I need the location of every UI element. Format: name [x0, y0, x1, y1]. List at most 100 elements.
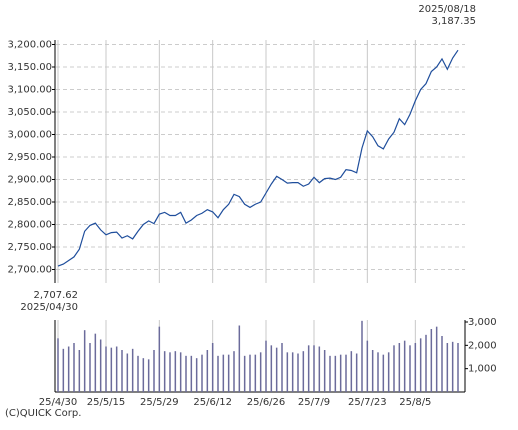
volume-bar — [377, 352, 379, 392]
volume-tick-label: 1,000 — [468, 364, 497, 375]
volume-bar — [233, 351, 235, 392]
volume-bar — [142, 358, 145, 392]
y-tick-label: 3,100.00 — [7, 85, 52, 96]
volume-bar — [398, 343, 401, 392]
volume-bar — [259, 352, 262, 392]
y-tick-label: 3,200.00 — [7, 40, 52, 51]
volume-bar — [126, 353, 129, 392]
volume-bar — [217, 355, 219, 392]
y-tick-label: 2,900.00 — [7, 175, 52, 186]
volume-bar — [318, 346, 321, 392]
volume-bar — [115, 346, 118, 392]
volume-bar — [275, 347, 278, 392]
y-tick-label: 2,750.00 — [7, 242, 52, 253]
volume-bar — [83, 330, 86, 392]
volume-bar — [419, 338, 422, 392]
volume-bar — [435, 326, 438, 392]
start-date: 2025/04/30 — [20, 302, 78, 313]
volume-bar — [57, 338, 59, 392]
volume-bar — [131, 348, 134, 392]
volume-bar — [62, 348, 65, 392]
volume-bar — [425, 334, 427, 392]
volume-bar — [446, 343, 449, 392]
x-tick-label: 25/6/12 — [193, 397, 232, 408]
volume-bar — [403, 340, 406, 392]
x-tick-label: 25/8/5 — [399, 397, 431, 408]
volume-tick-label: 2,000 — [468, 340, 497, 351]
volume-bar — [329, 355, 331, 392]
y-tick-label: 2,850.00 — [7, 197, 52, 208]
volume-bar — [430, 329, 433, 392]
volume-tick-label: 3,000 — [468, 317, 497, 328]
volume-bar — [99, 339, 102, 392]
x-tick-label: 25/5/15 — [87, 397, 126, 408]
volume-bar — [78, 350, 81, 392]
y-tick-label: 3,050.00 — [7, 107, 52, 118]
volume-bar — [163, 351, 166, 392]
volume-bar — [270, 345, 273, 392]
volume-bar — [350, 351, 353, 392]
y-tick-label: 3,000.00 — [7, 130, 52, 141]
volume-bar — [195, 358, 198, 392]
end-date: 2025/08/18 — [418, 4, 476, 15]
volume-bar — [366, 340, 369, 392]
x-tick-label: 25/5/29 — [140, 397, 179, 408]
volume-bar — [302, 351, 305, 392]
y-tick-label: 2,700.00 — [7, 265, 52, 276]
y-tick-label: 2,950.00 — [7, 152, 52, 163]
volume-bar — [227, 354, 230, 392]
volume-bar — [297, 353, 299, 392]
volume-bar — [291, 352, 294, 392]
volume-bar — [313, 345, 315, 392]
volume-bar — [222, 354, 225, 392]
volume-bar — [307, 345, 310, 392]
volume-bar — [185, 355, 187, 392]
volume-bar — [254, 354, 257, 392]
volume-bar — [265, 340, 267, 392]
volume-bar — [121, 350, 123, 392]
volume-bar — [158, 326, 161, 392]
volume-bar — [110, 347, 113, 392]
volume-bar — [153, 350, 155, 392]
volume-bar — [89, 343, 91, 392]
volume-bar — [73, 343, 75, 392]
volume-bar — [206, 350, 209, 392]
x-tick-label: 25/4/30 — [39, 397, 78, 408]
volume-bar — [281, 343, 283, 392]
x-tick-label: 25/6/26 — [247, 397, 286, 408]
volume-bar — [179, 352, 182, 392]
volume-bar — [137, 355, 139, 392]
x-tick-label: 25/7/9 — [298, 397, 330, 408]
volume-bar — [211, 343, 214, 392]
value-label: 3,187.35 — [431, 16, 476, 27]
volume-bar — [382, 354, 385, 392]
y-tick-label: 2,800.00 — [7, 220, 52, 231]
volume-bar — [334, 355, 337, 392]
volume-bar — [393, 345, 395, 392]
volume-bar — [238, 325, 241, 392]
volume-bar — [414, 343, 417, 392]
volume-bar — [190, 355, 193, 392]
volume-bar — [361, 320, 363, 392]
volume-bar — [451, 341, 454, 392]
volume-bar — [441, 336, 443, 392]
copyright: (C)QUICK Corp. — [5, 408, 81, 419]
volume-bar — [387, 352, 390, 392]
volume-bar — [409, 345, 411, 392]
volume-bar — [105, 346, 107, 392]
volume-bar — [339, 354, 342, 392]
volume-bar — [201, 354, 203, 392]
volume-bar — [94, 333, 97, 392]
volume-bar — [243, 355, 246, 392]
volume-bar — [286, 352, 289, 392]
volume-bar — [169, 352, 171, 392]
volume-bar — [371, 350, 374, 392]
volume-bar — [147, 359, 150, 392]
price-line — [57, 49, 459, 267]
value-label: 2,707.62 — [33, 290, 78, 301]
volume-bar — [323, 350, 326, 392]
volume-bar — [249, 354, 251, 392]
volume-bar — [67, 346, 70, 392]
volume-bar — [457, 343, 459, 392]
